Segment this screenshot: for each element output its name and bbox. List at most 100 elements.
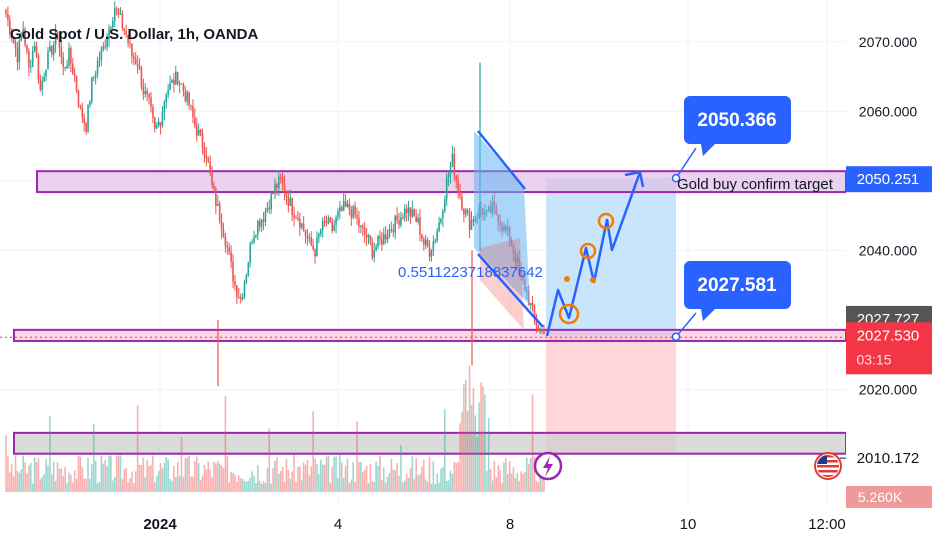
candle (192, 99, 194, 124)
volume-bar (457, 462, 459, 492)
candle-body (190, 105, 192, 107)
candle-body (68, 48, 70, 66)
candle (308, 233, 311, 244)
volume-bar (47, 465, 49, 492)
candle-body (453, 153, 456, 176)
candle-body (424, 239, 427, 245)
candle (541, 328, 543, 334)
candle-body (339, 207, 341, 212)
candle-body (228, 247, 231, 253)
candle-body (157, 122, 160, 126)
volume-bar (285, 458, 288, 492)
candle (140, 65, 143, 91)
candle (60, 39, 63, 65)
candle (129, 38, 131, 49)
lightning-icon[interactable] (533, 451, 563, 481)
candle (319, 228, 322, 237)
volume-bar (220, 465, 223, 492)
candle-body (470, 219, 473, 230)
volume-bar (283, 481, 286, 492)
candle-body (430, 251, 433, 257)
volume-bar (64, 467, 66, 492)
candle (237, 287, 240, 300)
candle-body (381, 238, 383, 245)
candle (213, 181, 215, 192)
volume-bar (476, 436, 479, 492)
volume-bar (384, 482, 387, 492)
candle (117, 7, 120, 19)
candle (276, 182, 278, 196)
volume-bar (236, 481, 238, 492)
volume-bar (209, 469, 211, 492)
candle (106, 33, 108, 52)
target-connector (675, 147, 697, 179)
candle-body (257, 220, 259, 235)
candle-body (9, 19, 11, 34)
candle-body (247, 262, 250, 276)
candle (539, 327, 541, 335)
candle (363, 221, 366, 244)
volume-bar (92, 423, 95, 492)
candle (163, 99, 166, 121)
candle (253, 230, 255, 244)
candle (39, 74, 42, 92)
volume-bar (392, 469, 395, 492)
candle-body (66, 65, 68, 69)
volume-bar (495, 477, 498, 492)
volume-bar (56, 462, 59, 492)
volume-bar (287, 470, 290, 492)
candle (360, 224, 362, 234)
candle (373, 242, 376, 263)
volume-bar (407, 477, 410, 492)
volume-bar (381, 479, 383, 492)
volume-bar (447, 480, 450, 492)
volume-bar (163, 462, 166, 492)
candle (154, 116, 156, 133)
volume-bar (165, 456, 168, 492)
candle (350, 205, 353, 226)
us-flag-icon[interactable] (814, 452, 842, 480)
take-profit-box (546, 178, 676, 337)
candle (110, 26, 112, 34)
volume-bar (232, 472, 234, 492)
volume-bar (463, 383, 465, 492)
volume-bar (390, 458, 393, 492)
candle (367, 233, 370, 245)
candle (278, 170, 280, 196)
candle (337, 208, 339, 221)
candle-body (375, 246, 377, 251)
volume-bar (266, 468, 269, 492)
candle-body (457, 180, 459, 193)
volume-label-text: 5.260K (858, 489, 903, 505)
volume-bar (510, 473, 513, 492)
candle-body (382, 233, 385, 245)
candle-body (413, 209, 416, 217)
candle (459, 183, 461, 200)
candle-body (98, 59, 101, 62)
candle (89, 100, 91, 108)
volume-bar (512, 467, 515, 492)
volume-bar (123, 469, 126, 492)
candle-body (392, 230, 395, 233)
candle (377, 234, 379, 250)
entry-price-bubble: 2027.581 (684, 261, 791, 321)
candle-body (251, 242, 253, 244)
candle-body (289, 198, 292, 206)
volume-bar (405, 474, 408, 492)
volume-bar (373, 481, 376, 492)
candle (64, 66, 66, 72)
candle-body (176, 71, 179, 85)
candle (45, 69, 47, 82)
candle-body (276, 184, 278, 189)
volume-bar (487, 417, 490, 492)
candle-body (33, 45, 36, 52)
candle (218, 200, 221, 224)
pivot-circle (597, 212, 615, 230)
volume-bar (241, 478, 244, 492)
candle (398, 212, 400, 229)
candle (41, 76, 44, 96)
candle-body (140, 68, 143, 87)
volume-bar (337, 478, 339, 492)
candle (26, 44, 28, 55)
